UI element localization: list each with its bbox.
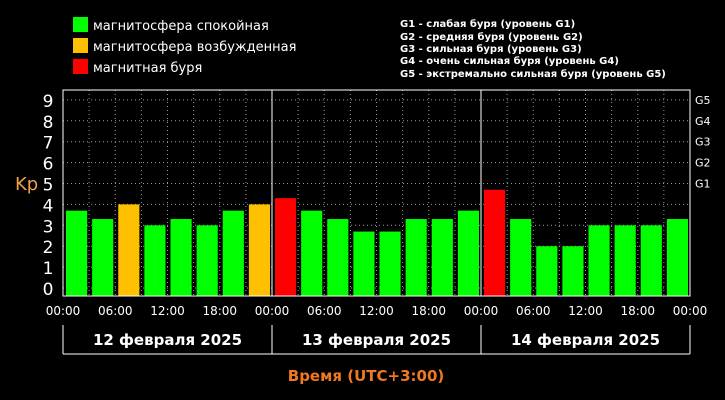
y-tick-label: 2 bbox=[43, 238, 54, 258]
x-tick-label: 06:00 bbox=[516, 304, 551, 318]
kp-bar bbox=[66, 210, 88, 296]
x-tick-label: 18:00 bbox=[411, 304, 446, 318]
y-tick-label: 7 bbox=[43, 134, 54, 154]
legend-swatch-quiet bbox=[73, 17, 88, 32]
legend-label-active: магнитосфера возбужденная bbox=[93, 40, 296, 55]
y-tick-label: 4 bbox=[43, 196, 54, 216]
kp-bar bbox=[170, 219, 192, 296]
kp-bar bbox=[222, 210, 244, 296]
kp-bar bbox=[248, 204, 270, 296]
kp-bar bbox=[484, 189, 506, 296]
y-axis-label: Kp bbox=[15, 174, 38, 195]
kp-bar bbox=[588, 225, 610, 296]
kp-bar bbox=[275, 198, 297, 296]
x-axis-ticks: 00:00 06:00 12:00 18:00 00:00 06:00 12:00 18:00… bbox=[46, 304, 708, 318]
y-tick-label: 6 bbox=[43, 155, 54, 175]
x-tick-label: 06:00 bbox=[98, 304, 133, 318]
x-tick-label: 00:00 bbox=[46, 304, 81, 318]
storm-level-g5: G5 - экстремально сильная буря (уровень … bbox=[400, 68, 666, 80]
day-labels: 12 февраля 2025 13 февраля 2025 14 февраля… bbox=[62, 325, 691, 355]
kp-bar bbox=[196, 225, 218, 296]
storm-level-g4: G4 - очень сильная буря (уровень G4) bbox=[400, 55, 619, 67]
kp-bar bbox=[405, 219, 427, 296]
x-tick-label: 12:00 bbox=[568, 304, 603, 318]
y-tick-label: 8 bbox=[43, 113, 54, 133]
x-tick-label: 06:00 bbox=[307, 304, 342, 318]
x-tick-label: 00:00 bbox=[673, 304, 708, 318]
y-tick-label: 0 bbox=[43, 280, 54, 300]
x-tick-label: 12:00 bbox=[359, 304, 394, 318]
legend: магнитосфера спокойная магнитосфера возб… bbox=[73, 17, 296, 76]
kp-bar bbox=[640, 225, 662, 296]
plot-border bbox=[62, 89, 691, 297]
kp-bar bbox=[301, 210, 323, 296]
kp-bar bbox=[562, 246, 584, 296]
kp-bar bbox=[118, 204, 140, 296]
legend-label-storm: магнитная буря bbox=[93, 61, 202, 76]
g-level-tick-label: G1 bbox=[695, 178, 711, 191]
x-axis-label: Время (UTC+3:00) bbox=[288, 367, 444, 385]
legend-label-quiet: магнитосфера спокойная bbox=[93, 19, 269, 34]
kp-bar bbox=[353, 231, 375, 296]
legend-swatch-storm bbox=[73, 59, 88, 74]
kp-bar bbox=[536, 246, 558, 296]
storm-level-g2: G2 - средняя буря (уровень G2) bbox=[400, 31, 583, 43]
kp-bar bbox=[144, 225, 166, 296]
y-tick-label: 1 bbox=[43, 259, 54, 279]
x-tick-label: 00:00 bbox=[464, 304, 499, 318]
y-tick-label: 9 bbox=[43, 92, 54, 112]
day-label: 12 февраля 2025 bbox=[93, 331, 242, 349]
kp-bar bbox=[457, 210, 479, 296]
g-level-tick-label: G5 bbox=[695, 94, 711, 107]
y-tick-label: 5 bbox=[43, 176, 54, 196]
storm-level-legend: G1 - слабая буря (уровень G1) G2 - средн… bbox=[400, 18, 666, 80]
plot-grid bbox=[63, 90, 690, 296]
legend-swatch-active bbox=[73, 38, 88, 53]
day-label: 13 февраля 2025 bbox=[302, 331, 451, 349]
kp-bar bbox=[431, 219, 453, 296]
g-level-tick-label: G3 bbox=[695, 136, 711, 149]
g-level-tick-label: G4 bbox=[695, 115, 711, 128]
kp-bar bbox=[510, 219, 532, 296]
x-tick-label: 12:00 bbox=[150, 304, 185, 318]
x-tick-label: 18:00 bbox=[202, 304, 237, 318]
storm-level-g1: G1 - слабая буря (уровень G1) bbox=[400, 18, 575, 30]
storm-level-g3: G3 - сильная буря (уровень G3) bbox=[400, 43, 582, 55]
kp-bar bbox=[666, 219, 688, 296]
kp-bar bbox=[379, 231, 401, 296]
plot-frame bbox=[62, 89, 691, 297]
bars bbox=[66, 189, 688, 296]
g-level-ticks: G1 G2 G3 G4 G5 bbox=[695, 94, 711, 191]
x-tick-label: 00:00 bbox=[255, 304, 290, 318]
kp-bar bbox=[92, 219, 114, 296]
y-tick-label: 3 bbox=[43, 217, 54, 237]
day-label: 14 февраля 2025 bbox=[511, 331, 660, 349]
kp-bar bbox=[327, 219, 349, 296]
g-level-tick-label: G2 bbox=[695, 157, 711, 170]
kp-bar bbox=[614, 225, 636, 296]
x-tick-label: 18:00 bbox=[620, 304, 655, 318]
